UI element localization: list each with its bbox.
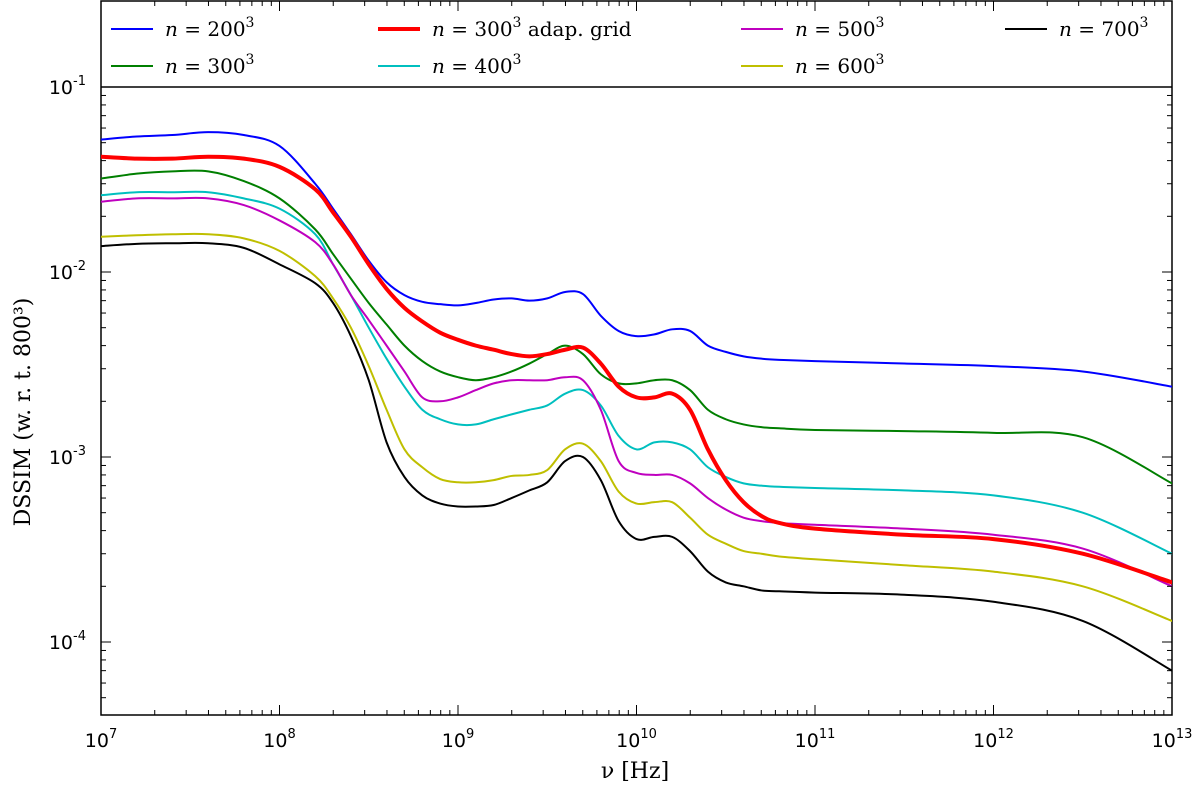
y-tick-label-3: 10-1 [49,74,86,99]
legend-item-1: n = 3003 [111,52,254,78]
legend-label: n = 4003 [432,52,521,78]
y-axis-label: DSSIM (w. r. t. 800³) [11,298,36,527]
legend-label: n = 3003 [165,52,254,78]
x-tick-label-3: 1010 [616,727,657,752]
y-tick-label-1: 10-3 [49,444,86,469]
x-tick-label-0: 107 [85,727,117,752]
series-line-1 [101,169,1172,485]
legend-item-6: n = 7003 [1005,15,1148,41]
legend-label: n = 7003 [1059,15,1148,41]
axes-frame [100,0,1173,716]
series-line-2 [101,154,1172,585]
series-line-3 [101,190,1172,555]
legend-label: n = 5003 [795,15,884,41]
x-tick-label-5: 1012 [973,727,1014,752]
series-line-6 [101,241,1172,672]
x-tick-label-6: 1013 [1152,727,1193,752]
y-tick-label-0: 10-4 [49,629,86,654]
legend-item-3: n = 4003 [378,52,521,78]
x-axis-label: ν [Hz] [601,759,669,784]
legend-item-0: n = 2003 [111,15,254,41]
legend-label: n = 2003 [165,15,254,41]
series-line-5 [101,232,1172,622]
series-line-4 [101,196,1172,588]
legend-item-4: n = 5003 [741,15,884,41]
x-tick-label-2: 109 [442,727,474,752]
x-tick-label-1: 108 [263,727,295,752]
y-tick-label-2: 10-2 [49,259,86,284]
legend-label: n = 6003 [795,52,884,78]
legend-item-5: n = 6003 [741,52,884,78]
x-axis: 107 108 109 1010 1011 1012 1013 [85,1,1193,752]
plot-area [100,0,1173,716]
legend-item-2: n = 3003 adap. grid [378,15,632,41]
legend-label: n = 3003 adap. grid [432,15,632,41]
legend: n = 2003 n = 3003 n = 3003 adap. grid n = 4… [111,15,1148,78]
x-tick-label-4: 1011 [795,727,836,752]
series-line-0 [101,131,1172,388]
y-axis: 10-4 10-3 10-2 10-1 [49,74,1172,699]
